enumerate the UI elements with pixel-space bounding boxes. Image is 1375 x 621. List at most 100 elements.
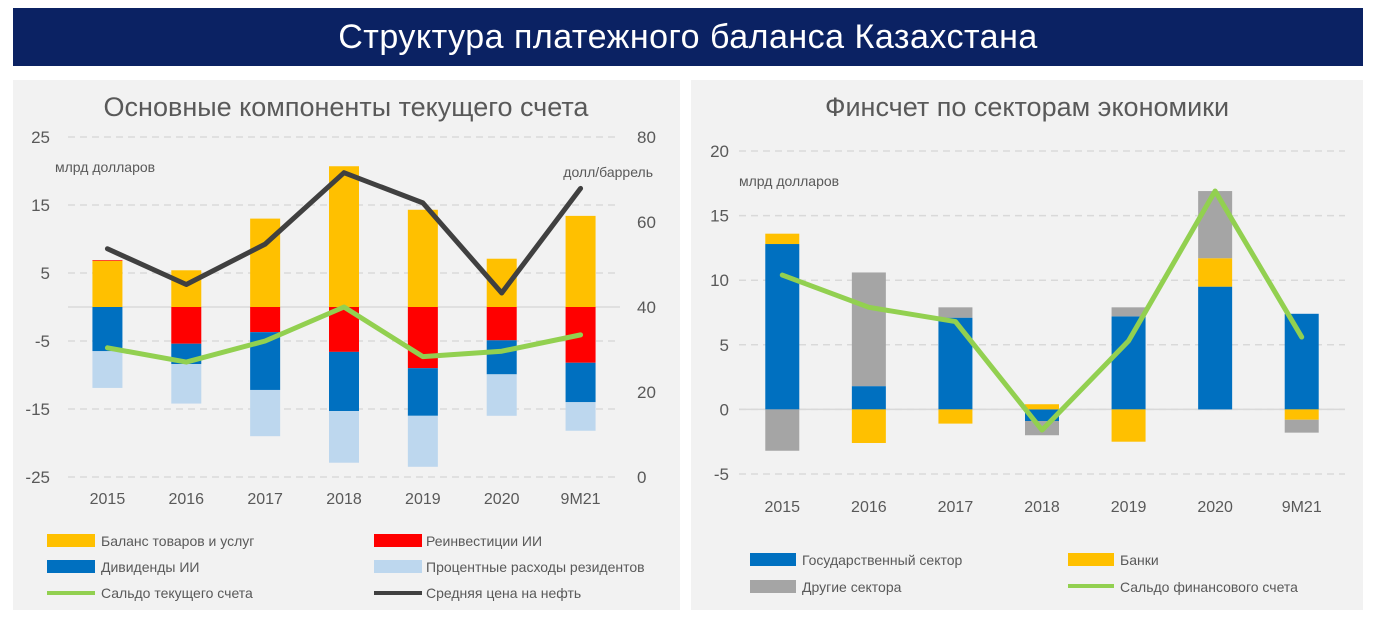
legend-swatch bbox=[750, 553, 796, 566]
bar-segment bbox=[851, 386, 886, 410]
y2-tick-label: 40 bbox=[637, 298, 656, 317]
current-account-chart: Основные компоненты текущего счета млрд … bbox=[25, 92, 656, 601]
x-tick-label: 2016 bbox=[168, 491, 204, 508]
y-tick-label: 10 bbox=[710, 271, 729, 290]
bar-segment bbox=[938, 317, 973, 410]
x-tick-label: 2018 bbox=[326, 491, 362, 508]
bar-segment bbox=[565, 362, 596, 403]
legend-label: Реинвестиции ИИ bbox=[426, 533, 542, 549]
y2-tick-label: 80 bbox=[637, 128, 656, 147]
bar-segment bbox=[1284, 409, 1319, 420]
bar-segment bbox=[1111, 316, 1146, 410]
y-tick-label: -15 bbox=[25, 400, 50, 419]
x-tick-label: 2017 bbox=[938, 499, 974, 516]
y-tick-label: 15 bbox=[31, 196, 50, 215]
x-tick-label: 2019 bbox=[1111, 499, 1147, 516]
bar-segment bbox=[1025, 409, 1059, 422]
y-tick-label: 5 bbox=[41, 264, 50, 283]
legend-swatch bbox=[47, 534, 95, 547]
legend-swatch bbox=[374, 534, 422, 547]
x-tick-label: 2015 bbox=[90, 491, 126, 508]
bar-segment bbox=[250, 307, 281, 333]
bar-segment bbox=[250, 389, 281, 437]
y-tick-label: -25 bbox=[25, 468, 50, 487]
chart-title: Финсчет по секторам экономики bbox=[825, 92, 1229, 122]
y-tick-label: -5 bbox=[35, 332, 50, 351]
bar-segment bbox=[486, 340, 517, 375]
y-tick-label: 25 bbox=[31, 128, 50, 147]
chart-title: Основные компоненты текущего счета bbox=[104, 92, 590, 122]
x-tick-label: 2020 bbox=[1197, 499, 1233, 516]
legend: Баланс товаров и услуг Реинвестиции ИИ Д… bbox=[47, 533, 645, 601]
bar-segment bbox=[329, 351, 359, 412]
legend-label: Государственный сектор bbox=[802, 552, 963, 568]
y-tick-label: -5 bbox=[714, 465, 729, 484]
x-tick-label: 2018 bbox=[1024, 499, 1060, 516]
legend-swatch bbox=[1068, 553, 1114, 566]
current-account-panel: Основные компоненты текущего счета млрд … bbox=[13, 80, 680, 610]
legend-label: Средняя цена на нефть bbox=[426, 585, 581, 601]
y-tick-label: 20 bbox=[710, 142, 729, 161]
y2-tick-label: 20 bbox=[637, 383, 656, 402]
bar-segment bbox=[565, 215, 596, 307]
y-tick-label: 15 bbox=[710, 207, 729, 226]
bar-segment bbox=[92, 307, 123, 352]
bar-segment bbox=[1025, 404, 1059, 410]
x-tick-label: 2019 bbox=[405, 491, 441, 508]
bar-segment bbox=[851, 409, 886, 443]
y2-axis-label: долл/баррель bbox=[563, 164, 653, 180]
bar-segment bbox=[92, 260, 123, 307]
x-tick-label: 2016 bbox=[851, 499, 887, 516]
y2-tick-label: 0 bbox=[637, 468, 646, 487]
legend-swatch bbox=[750, 580, 796, 593]
bar-segment bbox=[1198, 191, 1233, 259]
x-tick-label: 2017 bbox=[247, 491, 283, 508]
legend-label: Сальдо текущего счета bbox=[101, 585, 253, 601]
y-tick-label: 0 bbox=[720, 400, 729, 419]
bar-segment bbox=[92, 351, 123, 388]
legend: Государственный сектор Банки Другие сект… bbox=[750, 552, 1298, 595]
bar-segment bbox=[565, 402, 596, 431]
bar-segment bbox=[407, 415, 438, 467]
bar-segment bbox=[329, 411, 359, 463]
bar-segment bbox=[329, 166, 359, 307]
bar-segment bbox=[765, 244, 800, 410]
y-axis-label: млрд долларов bbox=[739, 173, 839, 189]
bar-segment bbox=[765, 233, 800, 245]
bar-segment bbox=[171, 270, 202, 307]
x-tick-label: 9M21 bbox=[561, 491, 601, 508]
legend-label: Другие сектора bbox=[802, 579, 902, 595]
y2-tick-label: 60 bbox=[637, 213, 656, 232]
y-axis-label: млрд долларов bbox=[55, 159, 155, 175]
bar-segment bbox=[486, 307, 517, 341]
legend-label: Баланс товаров и услуг bbox=[101, 533, 254, 549]
legend-label: Дивиденды ИИ bbox=[101, 559, 200, 575]
financial-account-panel: Финсчет по секторам экономики млрд долла… bbox=[691, 80, 1363, 610]
legend-label: Сальдо финансового счета bbox=[1120, 579, 1298, 595]
bar-segment bbox=[171, 307, 202, 344]
bar-segment bbox=[1111, 307, 1146, 317]
bar-segment bbox=[938, 409, 973, 424]
bar-segment bbox=[1111, 409, 1146, 442]
bar-segment bbox=[92, 260, 123, 261]
bar-segment bbox=[1198, 258, 1233, 287]
bar-segment bbox=[486, 374, 517, 416]
bar-segment bbox=[407, 209, 438, 307]
x-tick-label: 9M21 bbox=[1282, 499, 1322, 516]
bar-segment bbox=[1284, 419, 1319, 433]
legend-label: Процентные расходы резидентов bbox=[426, 559, 645, 575]
bar-segment bbox=[938, 307, 973, 318]
x-tick-label: 2015 bbox=[764, 499, 800, 516]
bar-segment bbox=[851, 272, 886, 387]
bar-segment bbox=[171, 364, 202, 404]
legend-swatch bbox=[47, 560, 95, 573]
bar-segment bbox=[407, 368, 438, 416]
legend-swatch bbox=[374, 560, 422, 573]
page-title: Структура платежного баланса Казахстана bbox=[13, 8, 1363, 66]
bar-segment bbox=[1284, 313, 1319, 410]
financial-account-chart: Финсчет по секторам экономики млрд долла… bbox=[710, 92, 1345, 595]
legend-label: Банки bbox=[1120, 552, 1159, 568]
x-tick-label: 2020 bbox=[484, 491, 520, 508]
y-tick-label: 5 bbox=[720, 336, 729, 355]
bar-segment bbox=[1198, 286, 1233, 410]
